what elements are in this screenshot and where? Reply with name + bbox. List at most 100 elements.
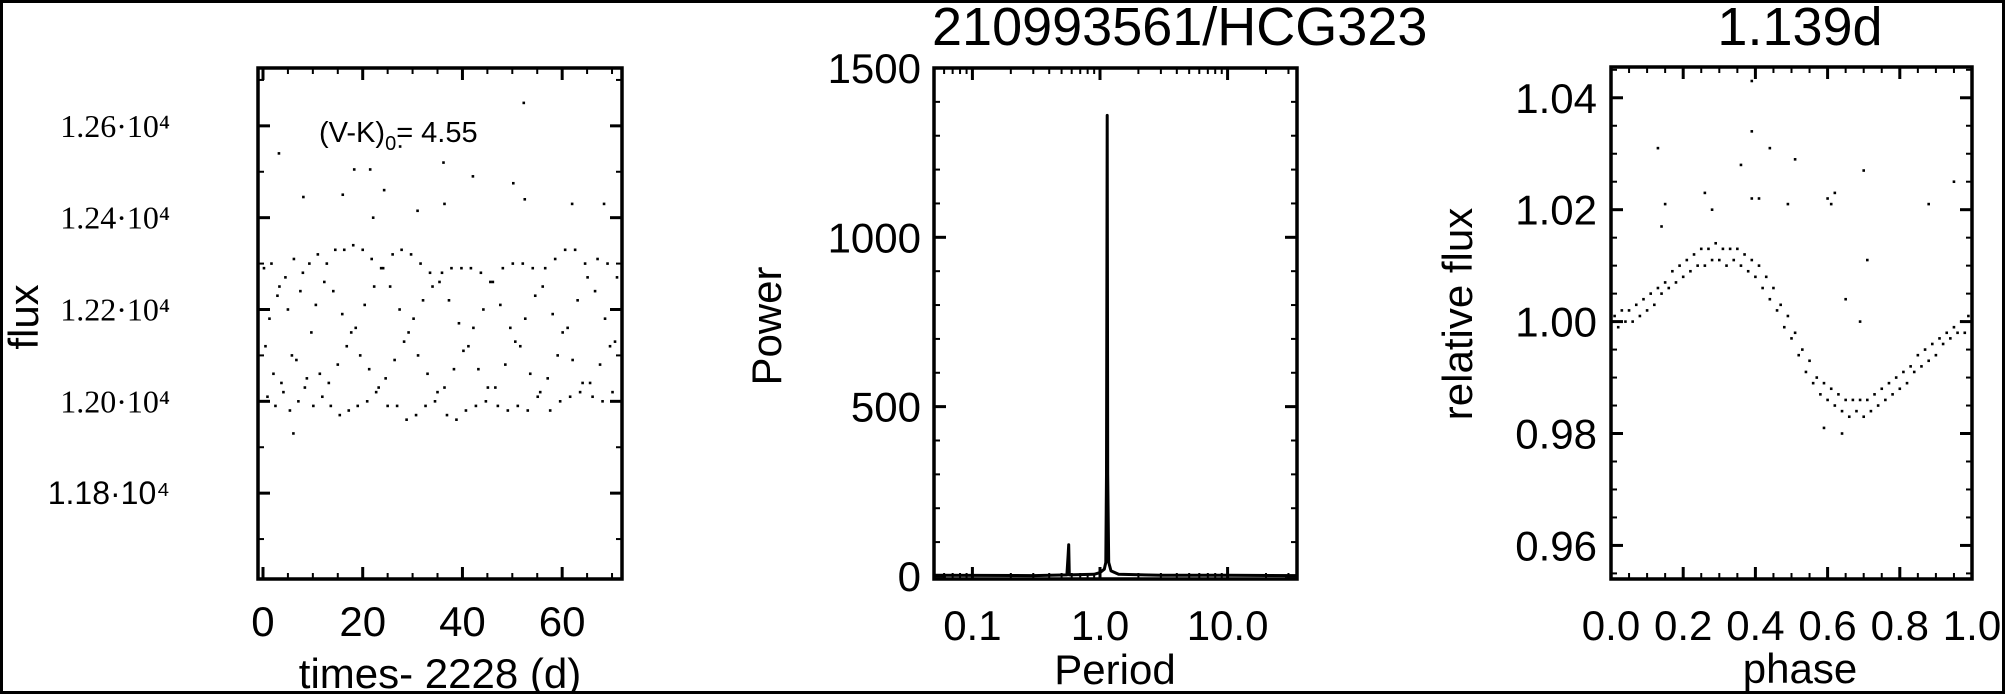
data-point — [1804, 370, 1808, 374]
data-point — [400, 248, 403, 252]
data-point — [499, 303, 502, 307]
data-point — [431, 285, 434, 288]
lightcurve-marks: 0 20 40 60 1.18·10⁴ 1.20·10⁴ 1.22·10⁴ 1.24·10⁴ 1… — [48, 66, 624, 645]
y-tick-label: 0 — [898, 553, 921, 600]
data-point — [303, 386, 307, 389]
data-point — [1912, 370, 1916, 374]
data-point — [516, 404, 520, 408]
data-point — [264, 344, 267, 348]
data-point — [1880, 387, 1884, 391]
data-point — [277, 152, 281, 155]
periodogram-x-label: Period — [1054, 646, 1175, 693]
data-point — [288, 409, 292, 412]
data-point — [445, 413, 449, 417]
data-point — [274, 404, 277, 408]
data-point — [1862, 415, 1865, 419]
data-point — [608, 344, 612, 348]
lightcurve-y-label: flux — [0, 284, 47, 349]
data-point — [329, 404, 333, 408]
data-point — [416, 354, 420, 357]
data-point — [356, 404, 360, 408]
data-point — [1736, 247, 1739, 251]
x-tick-label: 0.8 — [1871, 602, 1929, 649]
data-point — [1847, 415, 1851, 419]
data-point — [318, 372, 322, 376]
data-point — [282, 390, 285, 394]
data-point — [1862, 169, 1865, 172]
data-point — [1620, 309, 1624, 312]
data-point — [1663, 202, 1667, 206]
data-point — [1689, 269, 1692, 273]
data-point — [602, 202, 606, 206]
data-point — [1949, 337, 1952, 340]
data-point — [581, 381, 584, 385]
data-point — [455, 418, 458, 421]
data-point — [561, 331, 564, 334]
data-point — [1768, 297, 1772, 301]
data-point — [615, 276, 619, 279]
periodogram-marks: 0.1 1.0 10.0 0 500 1000 1500 — [828, 45, 1299, 649]
data-point — [1837, 393, 1840, 396]
data-point — [292, 257, 296, 261]
data-point — [352, 168, 356, 171]
data-point — [1656, 286, 1660, 290]
data-point — [1826, 197, 1829, 200]
data-point — [268, 317, 271, 320]
y-tick-label: 1.20·10⁴ — [60, 383, 170, 419]
data-point — [1645, 309, 1649, 312]
phase-title: 1.139d — [1717, 0, 1882, 57]
data-point — [553, 257, 557, 261]
data-point — [1671, 269, 1674, 273]
data-point — [1840, 432, 1844, 435]
data-point — [533, 294, 537, 298]
data-point — [1764, 275, 1768, 279]
data-point — [474, 404, 478, 408]
data-point — [340, 312, 344, 316]
data-point — [1624, 320, 1627, 323]
data-point — [598, 363, 602, 366]
y-tick-label: 0.96 — [1515, 522, 1597, 569]
data-point — [1934, 353, 1938, 357]
data-point — [526, 409, 530, 412]
data-point — [321, 395, 324, 399]
data-point — [1866, 258, 1869, 262]
data-point — [325, 262, 329, 265]
data-point — [1898, 387, 1902, 391]
data-point — [1710, 258, 1714, 262]
data-point — [591, 395, 594, 399]
x-tick-label: 20 — [339, 598, 386, 645]
data-point — [1858, 398, 1862, 402]
data-point — [1725, 264, 1728, 267]
data-point — [467, 344, 470, 348]
data-point — [450, 266, 453, 270]
data-point — [327, 381, 331, 385]
data-point — [1952, 325, 1956, 329]
data-point — [1718, 258, 1721, 262]
data-point — [280, 381, 283, 385]
phase-x-label: phase — [1743, 645, 1857, 692]
data-point — [1707, 247, 1710, 251]
data-point — [295, 358, 298, 362]
data-point — [1721, 247, 1725, 251]
data-point — [1815, 376, 1819, 379]
data-point — [513, 340, 517, 343]
data-point — [506, 409, 510, 412]
data-point — [361, 248, 365, 252]
data-point — [384, 377, 387, 380]
data-point — [460, 266, 463, 270]
data-point — [382, 188, 386, 192]
data-point — [491, 280, 495, 284]
data-point — [341, 193, 345, 197]
data-point — [436, 390, 439, 394]
data-point — [484, 400, 488, 403]
data-point — [1757, 264, 1761, 267]
data-point — [1678, 264, 1681, 267]
data-point — [543, 266, 547, 270]
data-point — [1699, 247, 1703, 251]
data-point — [531, 266, 535, 270]
data-point — [331, 289, 335, 293]
data-point — [416, 209, 419, 213]
data-point — [1616, 325, 1620, 329]
data-point — [349, 331, 353, 334]
